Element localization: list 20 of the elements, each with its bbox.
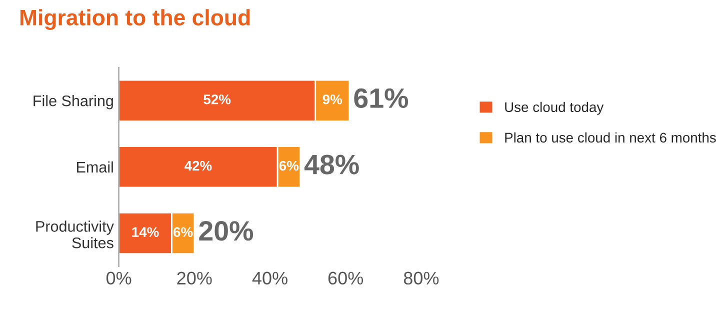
x-tick-label: 80%	[404, 272, 439, 285]
y-tick-label: Email	[76, 161, 113, 173]
data-label: 42%	[184, 160, 212, 171]
total-label: 48%	[304, 154, 359, 174]
x-tick-label: 20%	[177, 272, 212, 285]
x-tick-label: 60%	[328, 272, 364, 285]
legend-label: Use cloud today	[505, 102, 604, 115]
data-label: 52%	[204, 94, 231, 104]
legend-label: Plan to use cloud in next 6 months	[505, 132, 716, 143]
chart-title: Migration to the cloud	[20, 9, 250, 30]
x-tick-label: 0%	[106, 272, 132, 285]
y-tick-label: Productivity Suites	[36, 220, 114, 248]
data-label: 9%	[322, 94, 342, 104]
x-tick-label: 40%	[252, 272, 288, 285]
data-label: 6%	[174, 227, 193, 237]
total-label: 20%	[199, 221, 254, 241]
data-label: 14%	[132, 227, 159, 237]
data-label: 6%	[279, 160, 299, 171]
y-tick-label: File Sharing	[34, 95, 113, 110]
total-label: 61%	[354, 88, 408, 108]
